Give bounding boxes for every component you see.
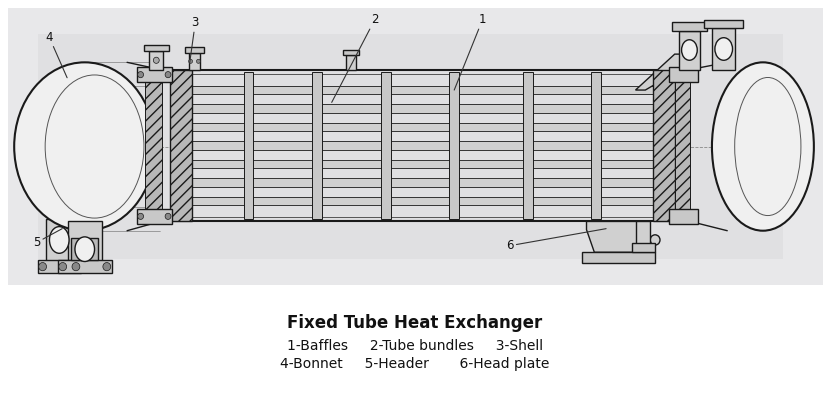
Bar xyxy=(136,209,172,223)
Bar xyxy=(192,86,653,94)
Polygon shape xyxy=(636,54,695,90)
Ellipse shape xyxy=(196,59,200,63)
Ellipse shape xyxy=(14,62,155,231)
Ellipse shape xyxy=(189,59,193,63)
Bar xyxy=(343,50,359,55)
Bar xyxy=(170,70,192,221)
Bar xyxy=(37,34,783,259)
Ellipse shape xyxy=(103,263,111,271)
Bar xyxy=(637,221,650,244)
Bar xyxy=(189,53,200,70)
Bar xyxy=(704,20,743,29)
Bar xyxy=(58,261,111,273)
Bar xyxy=(669,209,698,223)
Bar xyxy=(46,219,73,263)
Bar xyxy=(712,29,735,70)
Bar xyxy=(632,243,655,252)
Text: 5: 5 xyxy=(32,228,62,249)
Bar xyxy=(71,238,98,261)
Bar xyxy=(192,178,653,187)
Bar xyxy=(192,123,653,131)
Bar xyxy=(145,70,162,221)
Ellipse shape xyxy=(154,57,160,63)
Text: 2: 2 xyxy=(332,13,378,103)
Text: 6: 6 xyxy=(506,228,606,252)
Bar xyxy=(150,51,163,70)
Bar xyxy=(312,72,322,219)
Ellipse shape xyxy=(681,40,697,60)
Bar xyxy=(136,67,172,82)
Text: 1: 1 xyxy=(455,13,486,90)
Bar xyxy=(192,197,653,205)
Ellipse shape xyxy=(650,235,660,245)
Ellipse shape xyxy=(39,263,47,271)
Ellipse shape xyxy=(50,227,69,253)
Bar xyxy=(67,221,102,263)
Bar xyxy=(243,72,253,219)
Bar xyxy=(192,160,653,168)
Bar xyxy=(671,22,707,30)
Ellipse shape xyxy=(75,237,95,261)
Bar xyxy=(144,45,169,51)
Bar xyxy=(37,261,81,273)
Bar xyxy=(653,70,675,221)
Text: 4: 4 xyxy=(46,31,67,78)
Bar xyxy=(192,141,653,150)
Bar xyxy=(381,72,391,219)
Ellipse shape xyxy=(138,213,144,219)
Bar xyxy=(675,70,691,221)
Bar xyxy=(347,55,356,70)
Bar xyxy=(592,72,601,219)
Bar xyxy=(523,72,533,219)
Bar xyxy=(669,67,698,82)
Ellipse shape xyxy=(712,62,814,231)
Bar xyxy=(679,30,701,70)
Ellipse shape xyxy=(138,72,144,78)
Bar xyxy=(450,72,459,219)
Text: 4-Bonnet     5-Header       6-Head plate: 4-Bonnet 5-Header 6-Head plate xyxy=(280,357,549,371)
Text: 1-Baffles     2-Tube bundles     3-Shell: 1-Baffles 2-Tube bundles 3-Shell xyxy=(287,339,543,352)
Ellipse shape xyxy=(72,263,80,271)
Ellipse shape xyxy=(165,213,171,219)
Ellipse shape xyxy=(715,38,733,60)
Bar xyxy=(184,47,204,53)
Bar xyxy=(192,105,653,112)
Text: 3: 3 xyxy=(189,16,199,63)
Text: Fixed Tube Heat Exchanger: Fixed Tube Heat Exchanger xyxy=(288,314,543,332)
Polygon shape xyxy=(587,221,646,252)
Ellipse shape xyxy=(165,72,171,78)
Bar xyxy=(582,252,655,263)
Ellipse shape xyxy=(59,263,66,271)
